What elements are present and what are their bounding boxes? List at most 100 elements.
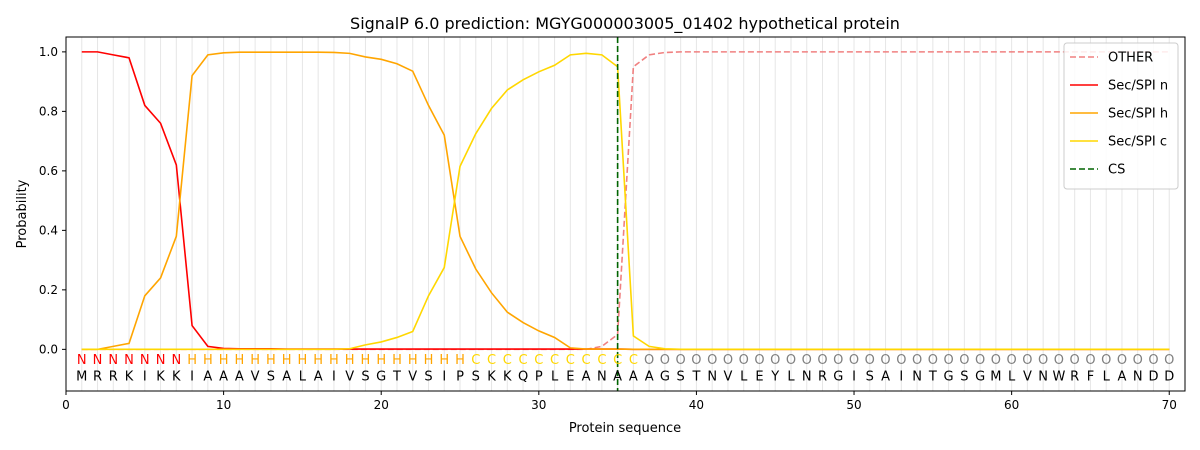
region-label: O: [723, 353, 733, 368]
region-label: C: [613, 353, 622, 368]
residue-letter: V: [1023, 370, 1032, 385]
legend-label: Sec/SPI n: [1108, 79, 1168, 94]
residue-letter: V: [251, 370, 260, 385]
x-tick-label: 70: [1162, 398, 1177, 412]
region-label: C: [471, 353, 480, 368]
region-label: O: [1038, 353, 1048, 368]
legend-label: CS: [1108, 163, 1125, 178]
residue-letter: A: [582, 370, 591, 385]
region-label: H: [298, 353, 308, 368]
region-label: H: [376, 353, 386, 368]
residue-letter: P: [456, 370, 464, 385]
x-tick-label: 20: [374, 398, 389, 412]
region-label: H: [345, 353, 355, 368]
residue-letter: I: [442, 370, 446, 385]
residue-letter: A: [613, 370, 622, 385]
region-label: O: [1101, 353, 1111, 368]
region-label: C: [534, 353, 543, 368]
x-tick-label: 40: [689, 398, 704, 412]
residue-letter: K: [125, 370, 134, 385]
residue-letter: S: [424, 370, 432, 385]
region-label: O: [1085, 353, 1095, 368]
y-tick-label: 0.6: [39, 164, 58, 178]
residue-letter: S: [361, 370, 369, 385]
region-label: O: [707, 353, 717, 368]
region-label: C: [629, 353, 638, 368]
residue-letter: E: [566, 370, 574, 385]
region-label: H: [361, 353, 371, 368]
residue-letter: N: [1133, 370, 1143, 385]
legend-label: Sec/SPI h: [1108, 107, 1168, 122]
residue-letter: V: [408, 370, 417, 385]
residue-letter: G: [660, 370, 670, 385]
region-label: O: [691, 353, 701, 368]
region-label: O: [1148, 353, 1158, 368]
region-label: O: [943, 353, 953, 368]
residue-letter: M: [76, 370, 87, 385]
residue-letter: T: [691, 370, 700, 385]
region-label: C: [582, 353, 591, 368]
region-label: N: [171, 353, 181, 368]
residue-letter: I: [852, 370, 856, 385]
residue-letter: G: [833, 370, 843, 385]
residue-letter: I: [190, 370, 194, 385]
residue-letter: D: [1148, 370, 1158, 385]
region-label: O: [1070, 353, 1080, 368]
region-label: H: [455, 353, 465, 368]
region-label: O: [1117, 353, 1127, 368]
residue-letter: T: [928, 370, 937, 385]
sequence-layer: NMNRNRNKNINKNKHIHAHAHAHVHSHAHLHAHIHVHSHG…: [76, 353, 1174, 384]
residue-letter: A: [314, 370, 323, 385]
residue-letter: W: [1052, 370, 1065, 385]
region-label: O: [912, 353, 922, 368]
region-label: C: [519, 353, 528, 368]
region-label: O: [802, 353, 812, 368]
region-label: O: [660, 353, 670, 368]
region-label: O: [676, 353, 686, 368]
series-line-sec-spi-c: [81, 52, 1170, 351]
region-label: H: [250, 353, 260, 368]
region-label: H: [408, 353, 418, 368]
residue-letter: I: [143, 370, 147, 385]
residue-letter: A: [1118, 370, 1127, 385]
region-label: N: [124, 353, 134, 368]
region-label: O: [849, 353, 859, 368]
grid-layer: [81, 37, 1170, 391]
region-label: H: [424, 353, 434, 368]
region-label: O: [833, 353, 843, 368]
region-label: N: [140, 353, 150, 368]
residue-letter: D: [1164, 370, 1174, 385]
residue-letter: A: [645, 370, 654, 385]
residue-letter: G: [975, 370, 985, 385]
region-label: C: [503, 353, 512, 368]
residue-letter: G: [376, 370, 386, 385]
y-tick-label: 0.2: [39, 283, 58, 297]
region-label: O: [1133, 353, 1143, 368]
residue-letter: P: [535, 370, 543, 385]
region-label: N: [93, 353, 103, 368]
x-tick-label: 0: [62, 398, 70, 412]
x-axis-label: Protein sequence: [569, 421, 681, 436]
region-label: O: [928, 353, 938, 368]
residue-letter: L: [1103, 370, 1111, 385]
residue-letter: K: [503, 370, 512, 385]
residue-letter: A: [881, 370, 890, 385]
axis-layer: 0 10 20 30 40 50 60 70 0.0 0.2 0.4 0.6 0.8 1.0: [39, 45, 1177, 412]
residue-letter: N: [707, 370, 717, 385]
residue-letter: T: [392, 370, 401, 385]
residue-letter: L: [787, 370, 795, 385]
residue-letter: A: [219, 370, 228, 385]
residue-letter: S: [472, 370, 480, 385]
region-label: O: [975, 353, 985, 368]
y-axis-label: Probability: [15, 179, 30, 248]
region-label: O: [644, 353, 654, 368]
residue-letter: F: [1087, 370, 1094, 385]
x-tick-label: 50: [846, 398, 861, 412]
legend-label: OTHER: [1108, 51, 1153, 66]
residue-letter: V: [723, 370, 732, 385]
region-label: N: [108, 353, 118, 368]
residue-letter: L: [551, 370, 559, 385]
region-label: O: [880, 353, 890, 368]
region-label: H: [439, 353, 449, 368]
residue-letter: R: [109, 370, 118, 385]
